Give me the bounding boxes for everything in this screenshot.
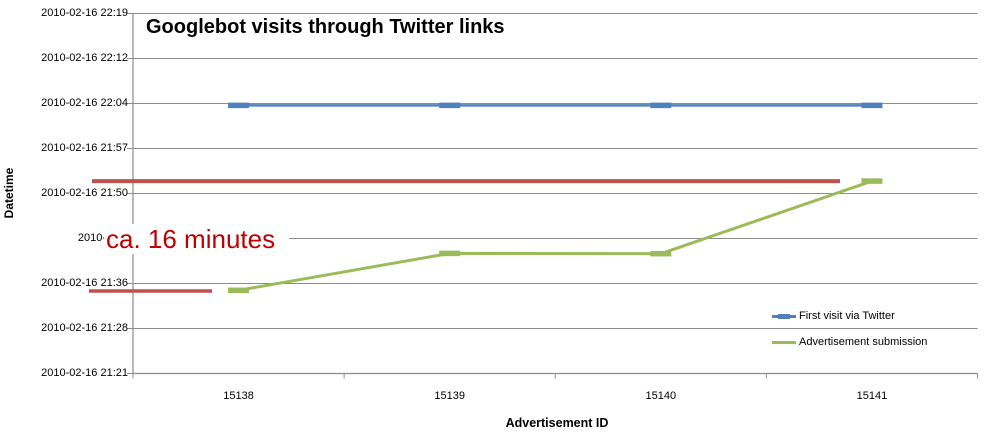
series-marker-dash — [439, 102, 461, 109]
x-axis-tick-label: 15138 — [223, 390, 254, 402]
legend-sample-green-line-icon — [772, 339, 796, 346]
chart-title: Googlebot visits through Twitter links — [146, 16, 505, 38]
series-marker-dash — [650, 102, 672, 109]
y-axis-tick-label: 2010-02-16 22:04 — [41, 97, 128, 109]
y-axis-tick-label: 2010-02-16 21:36 — [41, 277, 128, 289]
series-line-advertisement-submission — [238, 179, 873, 292]
series-marker-dash — [650, 250, 672, 257]
legend-sample-blue-line-icon — [772, 313, 796, 320]
y-axis-tick-label: 2010-02-16 21:50 — [41, 187, 128, 199]
x-axis-tick-label: 15141 — [856, 390, 888, 402]
x-axis-tick-label: 15140 — [645, 390, 677, 402]
y-axis-tick-label: 2010-02-16 22:19 — [41, 7, 128, 19]
legend-label: First visit via Twitter — [799, 310, 895, 322]
y-axis-tick-label: 2010-02-16 21:28 — [41, 322, 128, 334]
series-marker-dash — [861, 178, 883, 184]
series-marker-dash — [228, 102, 250, 109]
y-axis-title: Datetime — [2, 167, 16, 219]
y-axis-tick-label: 2010-02-16 21:57 — [41, 142, 128, 154]
x-axis-title: Advertisement ID — [505, 416, 609, 430]
x-axis-tick-label: 15139 — [434, 390, 465, 402]
annotation-label: ca. 16 minutes — [104, 224, 290, 254]
y-axis-tick-label: 2010-02-16 22:12 — [41, 52, 128, 64]
series-marker-dash — [439, 250, 461, 257]
series-marker-dash — [228, 287, 250, 294]
series-marker-dash — [861, 102, 883, 109]
y-axis-tick-label: 2010-02-16 21:21 — [41, 367, 128, 379]
legend-label: Advertisement submission — [799, 336, 928, 348]
legend-item-advertisement-submission: Advertisement submission — [772, 336, 927, 349]
legend-item-first-visit: First visit via Twitter — [772, 310, 895, 323]
